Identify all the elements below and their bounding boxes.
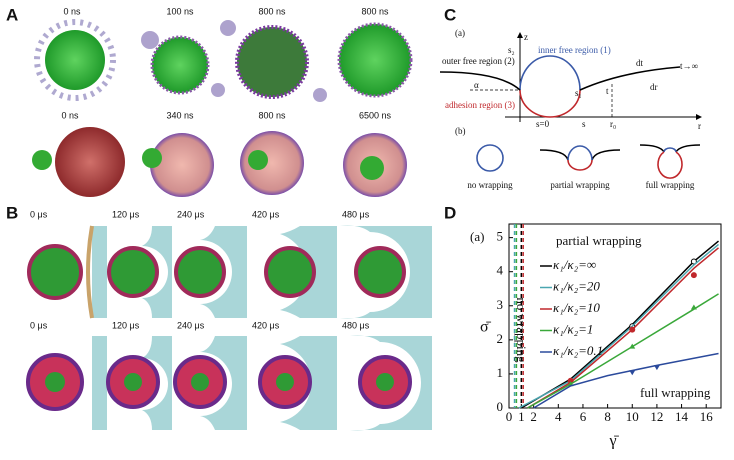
diagram-label: no wrapping <box>467 180 513 190</box>
legend-label: κ₁/κ₂=∞ <box>553 257 596 272</box>
chart: 0 1 2 4 6 8 10 12 14 16012345κ₁/κ₂=∞κ₁/κ₂=20κ₁/κ₂… <box>470 223 722 450</box>
diagram-label: t→∞ <box>680 61 698 71</box>
y-tick-label: 1 <box>497 365 504 380</box>
time-label: 800 ns <box>258 6 286 16</box>
x-tick-label: 14 <box>675 409 689 424</box>
legend-label: κ₁/κ₂=10 <box>553 300 600 315</box>
x-tick-label: 1 <box>518 409 525 424</box>
diagram-label: dr <box>650 82 658 92</box>
time-label: 0 ns <box>61 110 79 120</box>
panel-label: C <box>444 5 456 24</box>
time-label: 100 ns <box>166 6 194 16</box>
x-tick-label: 2 <box>530 409 537 424</box>
x-tick-label: 16 <box>700 409 714 424</box>
marker <box>653 365 660 371</box>
panel-label: D <box>444 203 456 222</box>
legend-label: κ₁/κ₂=1 <box>553 321 593 336</box>
diagram-label: partial wrapping <box>550 180 610 190</box>
diagram-label: outer free region (2) <box>442 56 515 66</box>
time-label: 120 μs <box>112 209 140 219</box>
diagram-label: s <box>582 119 586 129</box>
y-tick-label: 0 <box>497 399 504 414</box>
annotation: partial wrapping <box>556 233 642 248</box>
time-label: 800 ns <box>258 110 286 120</box>
time-label: 480 μs <box>342 209 370 219</box>
panel-c-diagram <box>439 32 702 179</box>
diagram-label: s₂ <box>508 45 515 55</box>
panel-b-images <box>26 225 432 431</box>
legend-label: κ₁/κ₂=0.1 <box>553 343 603 358</box>
diagram-label: adhesion region (3) <box>445 100 515 110</box>
series-line <box>533 352 719 409</box>
diagram-label: dt <box>636 58 644 68</box>
diagram-label: s₁ <box>575 88 582 98</box>
time-label: 420 μs <box>252 320 280 330</box>
time-label: 340 ns <box>166 110 194 120</box>
panel-label: B <box>6 203 18 222</box>
y-tick-label: 5 <box>497 229 504 244</box>
diagram-label: α <box>474 80 479 90</box>
time-label: 0 μs <box>30 320 48 330</box>
time-label: 0 μs <box>30 209 48 219</box>
time-label: 480 μs <box>342 320 370 330</box>
time-label: 6500 ns <box>359 110 392 120</box>
marker <box>629 370 636 376</box>
time-label: 800 ns <box>361 6 389 16</box>
marker <box>629 326 636 333</box>
time-label: 420 μs <box>252 209 280 219</box>
annotation: no wrapping <box>514 297 529 363</box>
diagram-label: z <box>524 32 528 42</box>
x-tick-label: 12 <box>650 409 663 424</box>
time-label: 0 ns <box>63 6 81 16</box>
marker <box>629 343 636 349</box>
diagram-label: s=0 <box>536 119 550 129</box>
diagram-label: (a) <box>455 28 465 38</box>
x-axis-label: γ̄ <box>608 433 619 450</box>
annotation: full wrapping <box>640 385 711 400</box>
marker <box>690 272 697 279</box>
diagram-label: (b) <box>455 126 466 136</box>
x-tick-label: 10 <box>626 409 639 424</box>
panel-a-images <box>32 19 413 197</box>
diagram-label: inner free region (1) <box>538 45 611 55</box>
y-tick-label: 4 <box>497 263 504 278</box>
diagram-label: t <box>606 86 609 96</box>
diagram-label: full wrapping <box>646 180 695 190</box>
time-label: 240 μs <box>177 320 205 330</box>
x-tick-label: 4 <box>555 409 562 424</box>
time-label: 120 μs <box>112 320 140 330</box>
plot-frame <box>508 223 722 409</box>
x-tick-label: 0 <box>506 409 513 424</box>
y-tick-label: 3 <box>497 297 504 312</box>
x-tick-label: 8 <box>604 409 611 424</box>
diagram-label: r₀ <box>610 119 616 129</box>
panel-tag: (a) <box>470 229 484 244</box>
y-tick-label: 2 <box>497 331 504 346</box>
y-axis-label: σ̄ <box>480 319 492 336</box>
series-line <box>518 243 720 409</box>
legend-label: κ₁/κ₂=20 <box>553 278 600 293</box>
panel-label: A <box>6 5 18 24</box>
x-tick-label: 6 <box>580 409 587 424</box>
diagram-label: r <box>698 121 701 131</box>
time-label: 240 μs <box>177 209 205 219</box>
marker <box>690 304 697 310</box>
